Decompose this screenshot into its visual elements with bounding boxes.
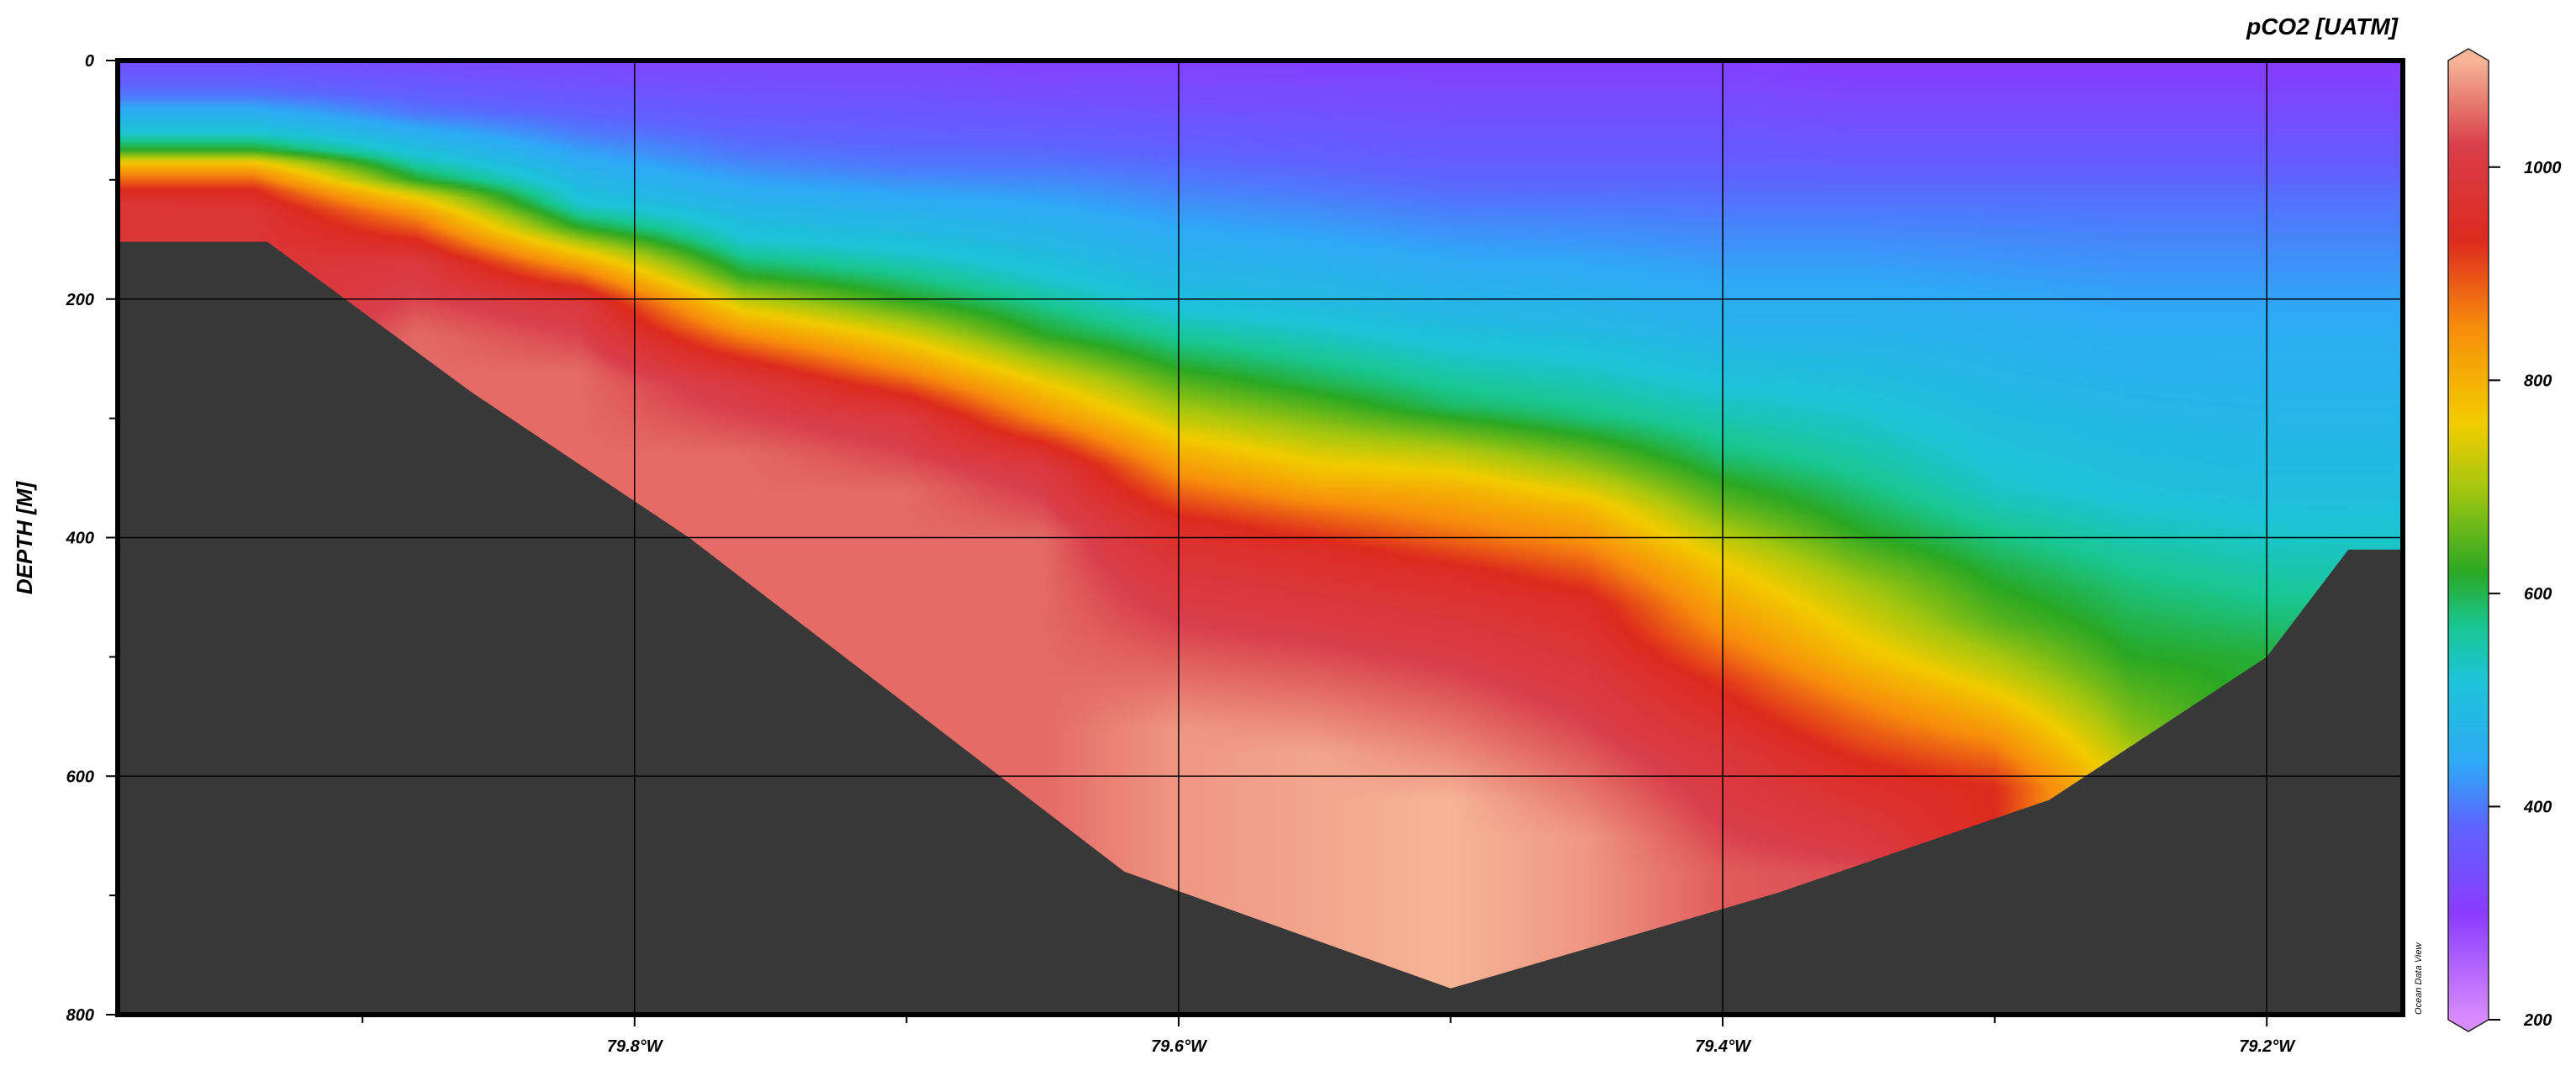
colorbar-tick-label: 600 xyxy=(2524,585,2552,604)
x-axis: 79.8°W 79.6°W 79.4°W 79.2°W xyxy=(362,1015,2296,1056)
y-tick-label: 800 xyxy=(66,1006,94,1025)
colorbar-tick-label: 1000 xyxy=(2524,159,2562,177)
colorbar-body xyxy=(2447,48,2489,1032)
colorbar-title: pCO2 [UATM] xyxy=(2246,13,2399,40)
y-axis: 0 200 400 600 800 xyxy=(66,52,118,1025)
colorbar-ticks: 200 400 600 800 1000 xyxy=(2489,159,2562,1030)
x-tick-label: 79.2°W xyxy=(2239,1037,2296,1056)
grid-lines xyxy=(118,61,2403,1015)
y-tick-label: 400 xyxy=(66,530,94,548)
x-tick-label: 79.4°W xyxy=(1695,1037,1752,1056)
colorbar-tick-label: 400 xyxy=(2523,798,2552,816)
colorbar: 200 400 600 800 1000 xyxy=(2447,48,2562,1032)
y-tick-label: 0 xyxy=(85,52,94,71)
seafloor-bathymetry xyxy=(118,241,2403,1015)
colorbar-tick-label: 200 xyxy=(2523,1011,2552,1030)
y-axis-title: DEPTH [M] xyxy=(12,481,37,595)
field-layer xyxy=(118,61,2403,1015)
y-tick-label: 200 xyxy=(66,291,94,309)
colorbar-tick-label: 800 xyxy=(2524,372,2552,390)
x-tick-label: 79.6°W xyxy=(1151,1037,1208,1056)
credit-label: Ocean Data View xyxy=(2414,942,2424,1015)
x-tick-label: 79.8°W xyxy=(607,1037,664,1056)
y-tick-label: 600 xyxy=(66,768,94,786)
